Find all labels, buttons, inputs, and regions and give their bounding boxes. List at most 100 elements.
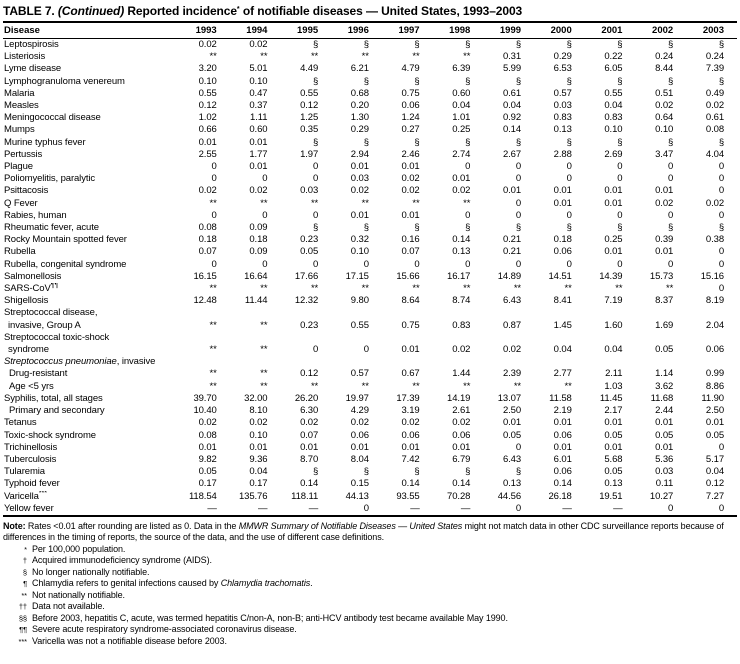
value-cell: 11.90	[701, 392, 724, 404]
year-column-header: 1993	[179, 22, 230, 39]
value-cell: 0	[617, 161, 623, 173]
value-cell: 0	[262, 173, 268, 185]
disease-name-cell: Lyme disease	[4, 63, 62, 75]
value-cell: §	[566, 39, 572, 50]
value-cell: 0.02	[705, 197, 724, 209]
value-cell: 0.02	[452, 344, 471, 356]
value-cell: 0.01	[553, 185, 572, 197]
value-cell: **	[310, 380, 319, 392]
value-cell: 0.05	[604, 429, 623, 441]
value-cell: 70.28	[447, 490, 471, 502]
value-cell: 0.06	[452, 429, 471, 441]
value-cell: §	[465, 75, 471, 87]
value-cell: §	[617, 39, 623, 50]
value-cell: 0.21	[502, 246, 522, 258]
table-row: Psittacosis 0.02 0.02 0.03 0.02 0.02 0.02 0.01 0…	[3, 185, 737, 197]
value-cell: 6.30	[300, 405, 319, 417]
value-cell: —	[258, 502, 268, 514]
disease-name-cell: Trichinellosis	[4, 441, 58, 453]
footnote: *** Varicella was not a notifiable diseas…	[3, 636, 737, 648]
value-cell: 8.70	[300, 453, 319, 465]
value-cell: 0.09	[249, 222, 268, 234]
table-row: Rubella 0.07 0.09 0.05 0.10 0.07 0.13 0.21 0.06 0…	[3, 246, 737, 258]
value-cell: 0.01	[401, 209, 420, 221]
value-cell: —	[613, 502, 623, 514]
disease-name-cell: Rabies, human	[4, 209, 67, 221]
value-cell: 14.39	[599, 270, 623, 282]
value-cell: 0.01	[502, 417, 522, 429]
value-cell: 0.08	[198, 222, 217, 234]
value-cell: **	[361, 51, 369, 63]
value-cell: 8.86	[705, 380, 724, 392]
value-cell: 0.05	[604, 466, 623, 478]
value-cell: **	[361, 283, 369, 295]
value-cell: 0.07	[401, 246, 420, 258]
value-cell: **	[260, 197, 268, 209]
value-cell: 0.08	[198, 429, 217, 441]
value-cell: 0.27	[401, 124, 420, 136]
value-cell: 0.67	[401, 368, 420, 380]
value-cell: 1.45	[553, 319, 572, 331]
footnote-text: Acquired immunodeficiency syndrome (AIDS…	[32, 555, 212, 566]
value-cell: 1.03	[604, 380, 623, 392]
value-cell: 5.01	[249, 63, 268, 75]
value-cell: 1.69	[655, 319, 674, 331]
value-cell: §	[718, 222, 724, 234]
footnote-text: No longer nationally notifiable.	[32, 566, 150, 577]
table-row: Meningococcal disease 1.02 1.11 1.25 1.30 1.2…	[3, 112, 737, 124]
value-cell: 0.03	[350, 173, 369, 185]
value-cell: 0.04	[502, 100, 522, 112]
footnote-symbol: *	[24, 544, 27, 554]
value-cell: 0.10	[249, 75, 268, 87]
value-cell: 0	[312, 209, 319, 221]
table-row: Rheumatic fever, acute 0.08 0.09 § § § § § § § § §	[3, 222, 737, 234]
value-cell: 0	[566, 173, 572, 185]
value-cell: —	[460, 502, 471, 514]
value-cell: 3.19	[401, 405, 420, 417]
table-row: Trichinellosis 0.01 0.01 0.01 0.01 0.01 0.01 0 0…	[3, 442, 737, 454]
value-cell: 0.10	[249, 429, 268, 441]
value-cell: 0	[465, 209, 471, 221]
value-cell: 9.82	[198, 453, 217, 465]
value-cell: 8.44	[655, 63, 674, 75]
value-cell: 0	[617, 209, 623, 221]
value-cell: **	[310, 197, 319, 209]
year-column-header: 2002	[635, 22, 687, 39]
value-cell: **	[564, 380, 572, 392]
value-cell: §	[566, 136, 572, 148]
value-cell: §	[465, 466, 471, 478]
value-cell: 0.83	[452, 319, 471, 331]
footnote-text: Not nationally notifiable.	[32, 589, 125, 600]
value-cell: 17.66	[294, 270, 319, 282]
value-cell: 9.80	[350, 295, 369, 307]
value-cell: 0.02	[401, 417, 420, 429]
value-cell: 1.11	[250, 112, 268, 124]
value-cell: 0	[211, 161, 217, 173]
value-cell: 0	[718, 161, 724, 173]
disease-name-cell: Plague	[4, 161, 33, 173]
disease-name-cell: Rocky Mountain spotted fever	[4, 234, 127, 246]
value-cell: 26.18	[548, 490, 572, 502]
disease-column-header: Disease	[3, 22, 179, 39]
value-cell: 15.73	[649, 270, 674, 282]
value-cell: 0.13	[452, 246, 471, 258]
value-cell: 0.02	[249, 417, 268, 429]
table-row: Q Fever ** ** ** ** ** ** 0 0.01 0.01 0.02 0.02	[3, 198, 737, 210]
value-cell: 0	[363, 258, 369, 270]
value-cell: 0.13	[502, 478, 522, 490]
value-cell: 0.04	[604, 100, 623, 112]
value-cell: 7.42	[401, 453, 420, 465]
disease-name-cell: Yellow fever	[4, 502, 54, 514]
footnote: ** Not nationally notifiable.	[3, 590, 737, 602]
value-cell: 0.07	[198, 246, 217, 258]
value-cell: 0.18	[249, 234, 268, 246]
value-cell: 0.01	[553, 417, 572, 429]
disease-name-cell: Measles	[4, 100, 39, 112]
value-cell: 0.03	[553, 100, 572, 112]
value-cell: 0	[414, 258, 420, 270]
footnote-symbol: ***	[18, 636, 28, 646]
disease-name-cell: Murine typhus fever	[4, 136, 86, 148]
footnote-text: Severe acute respiratory syndrome-associ…	[32, 624, 297, 635]
value-cell: 0	[465, 161, 471, 173]
value-cell: 2.39	[502, 368, 522, 380]
